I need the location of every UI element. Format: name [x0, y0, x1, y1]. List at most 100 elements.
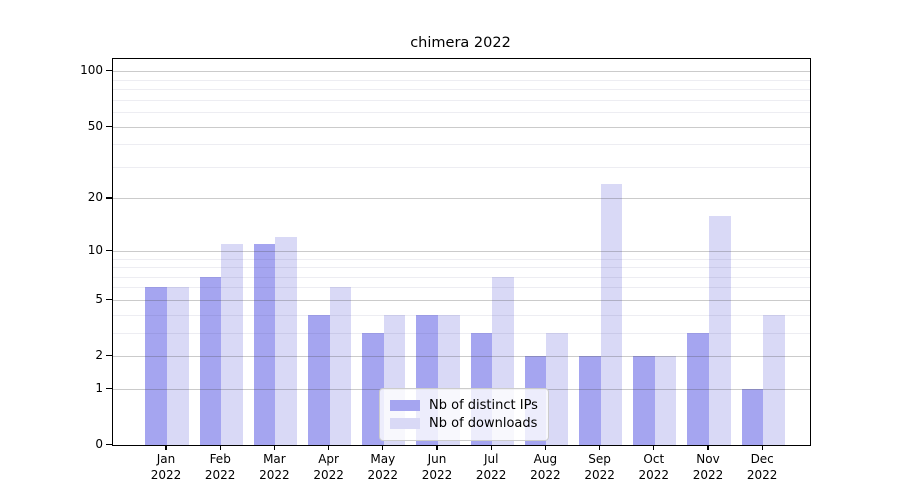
x-tick-year: 2022 — [475, 467, 507, 482]
minor-gridline — [113, 276, 810, 278]
minor-gridline — [113, 258, 810, 260]
x-tick-label-apr: Apr 2022 — [294, 452, 364, 483]
x-tick-month: Jun — [427, 452, 447, 466]
y-tick-mark — [106, 249, 112, 251]
x-tick-mark — [707, 445, 709, 450]
minor-gridline — [113, 144, 810, 146]
y-tick-label: 1 — [95, 380, 103, 395]
minor-gridline — [113, 267, 810, 268]
x-tick-year: 2022 — [204, 467, 236, 482]
x-tick-month: Oct — [643, 452, 665, 466]
x-tick-month: Nov — [696, 452, 720, 466]
x-tick-year: 2022 — [367, 467, 399, 482]
x-tick-month: Jan — [156, 452, 176, 466]
x-tick-mark — [490, 445, 492, 450]
x-tick-label-jan: Jan 2022 — [131, 452, 201, 483]
bar-nb-of-downloads-apr — [329, 287, 352, 445]
bar-nb-of-downloads-nov — [709, 215, 731, 445]
bar-nb-of-downloads-feb — [221, 243, 243, 445]
minor-gridline — [113, 314, 810, 316]
bar-nb-of-distinct-ips-oct — [633, 356, 655, 445]
minor-gridline — [113, 89, 810, 90]
x-tick-label-sep: Sep 2022 — [565, 452, 635, 483]
bar-nb-of-downloads-mar — [275, 237, 298, 445]
legend-swatch — [390, 418, 420, 429]
y-tick-mark — [106, 298, 112, 301]
x-tick-mark — [328, 445, 330, 450]
y-tick-label: 10 — [87, 242, 103, 257]
y-tick-label: 50 — [87, 118, 103, 133]
y-tick-mark — [106, 444, 112, 446]
x-tick-label-jun: Jun 2022 — [402, 452, 472, 483]
y-tick-mark — [106, 70, 112, 72]
legend-label: Nb of downloads — [429, 416, 538, 431]
y-tick-mark — [106, 125, 112, 127]
y-tick-label: 100 — [80, 63, 103, 78]
y-tick-label: 20 — [87, 190, 103, 205]
bar-nb-of-distinct-ips-dec — [741, 388, 764, 445]
x-tick-mark — [599, 445, 601, 450]
y-tick-mark — [106, 355, 112, 357]
x-tick-year: 2022 — [421, 467, 453, 482]
x-tick-year: 2022 — [259, 467, 290, 482]
x-tick-mark — [273, 445, 275, 450]
minor-gridline — [113, 287, 810, 289]
bar-nb-of-distinct-ips-mar — [253, 243, 276, 445]
x-tick-mark — [653, 445, 655, 450]
major-gridline — [113, 250, 810, 252]
x-tick-mark — [436, 445, 438, 450]
bar-nb-of-downloads-jan — [167, 287, 189, 445]
bar-nb-of-downloads-aug — [546, 332, 569, 445]
x-tick-mark — [544, 445, 546, 450]
minor-gridline — [113, 112, 810, 113]
legend: Nb of distinct IPs Nb of downloads — [379, 388, 549, 441]
x-tick-month: Feb — [209, 452, 231, 466]
x-tick-mark — [761, 445, 763, 450]
minor-gridline — [113, 79, 810, 81]
bar-nb-of-distinct-ips-sep — [578, 356, 601, 445]
bar-nb-of-downloads-sep — [600, 184, 623, 445]
x-tick-month: Aug — [533, 452, 558, 466]
x-tick-label-feb: Feb 2022 — [185, 452, 255, 483]
x-tick-year: 2022 — [313, 467, 344, 482]
major-gridline — [113, 356, 810, 357]
major-gridline — [113, 198, 810, 200]
major-gridline — [113, 299, 810, 301]
bar-nb-of-distinct-ips-may — [362, 332, 384, 445]
y-tick-label: 2 — [95, 348, 103, 362]
x-tick-month: Jul — [483, 452, 499, 466]
x-tick-year: 2022 — [530, 467, 561, 482]
x-tick-label-dec: Dec 2022 — [727, 452, 797, 483]
x-tick-year: 2022 — [584, 467, 615, 482]
chart-title: chimera 2022 — [410, 35, 511, 51]
x-tick-label-may: May 2022 — [348, 452, 418, 483]
legend-row: Nb of distinct IPs — [390, 398, 538, 413]
minor-gridline — [113, 99, 810, 101]
y-tick-label: 0 — [95, 437, 103, 451]
major-gridline — [113, 71, 810, 73]
bar-nb-of-distinct-ips-apr — [307, 314, 330, 445]
bar-nb-of-distinct-ips-nov — [687, 332, 709, 445]
y-tick-mark — [106, 387, 112, 390]
x-tick-year: 2022 — [150, 467, 182, 482]
minor-gridline — [113, 332, 810, 334]
legend-row: Nb of downloads — [390, 416, 538, 431]
bar-nb-of-downloads-oct — [654, 356, 677, 445]
major-gridline — [113, 126, 810, 128]
x-tick-month: May — [370, 452, 396, 466]
bar-nb-of-distinct-ips-jan — [145, 287, 167, 445]
x-tick-label-nov: Nov 2022 — [673, 452, 743, 483]
x-tick-label-oct: Oct 2022 — [619, 452, 689, 483]
legend-label: Nb of distinct IPs — [429, 398, 538, 413]
x-tick-month: Dec — [750, 452, 774, 466]
x-tick-mark — [382, 445, 384, 450]
x-tick-month: Sep — [588, 452, 611, 466]
legend-swatch — [390, 400, 420, 411]
x-tick-label-mar: Mar 2022 — [239, 452, 309, 483]
x-tick-year: 2022 — [746, 467, 778, 482]
y-tick-mark — [106, 197, 112, 199]
x-tick-month: Apr — [318, 452, 339, 466]
x-tick-mark — [165, 445, 167, 450]
x-tick-label-aug: Aug 2022 — [510, 452, 580, 483]
